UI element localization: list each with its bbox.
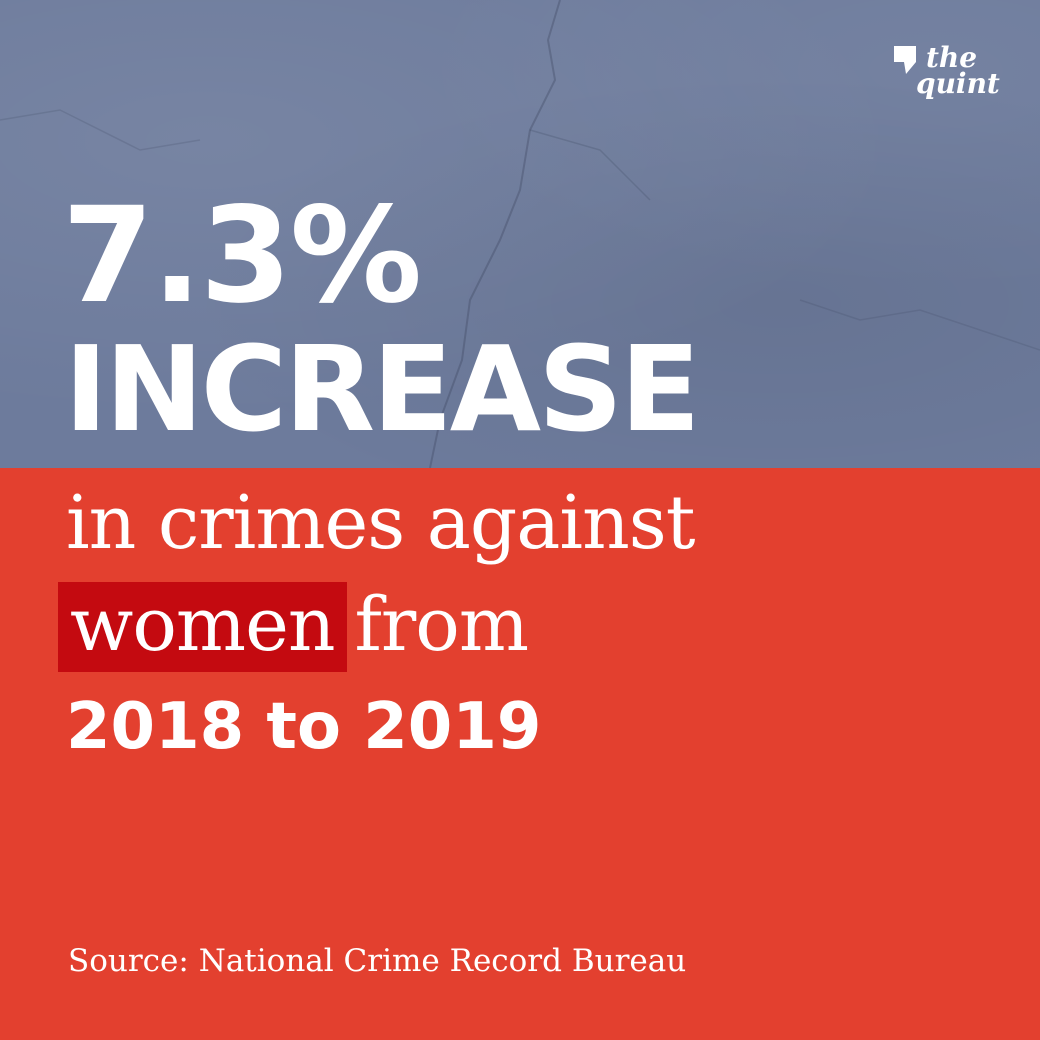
- source-credit: Source: National Crime Record Bureau: [68, 943, 687, 979]
- stone-texture: [0, 0, 1040, 468]
- headline-word: INCREASE: [64, 320, 701, 458]
- headline-percent: 7.3%: [62, 179, 422, 333]
- body-line-1: in crimes against: [66, 480, 695, 566]
- highlight-women: women: [58, 582, 347, 672]
- logo-word-quint: quint: [916, 67, 1000, 100]
- years-range: 2018 to 2019: [66, 690, 542, 764]
- quote-bubble-icon: [894, 46, 916, 74]
- logo-word-the: the: [926, 41, 978, 74]
- top-panel: the quint 7.3% INCREASE: [0, 0, 1040, 468]
- the-quint-logo: the quint: [890, 42, 1000, 112]
- body-line-2: women from: [58, 582, 529, 672]
- bottom-panel: [0, 468, 1040, 1040]
- body-line-2-rest: from: [354, 582, 529, 668]
